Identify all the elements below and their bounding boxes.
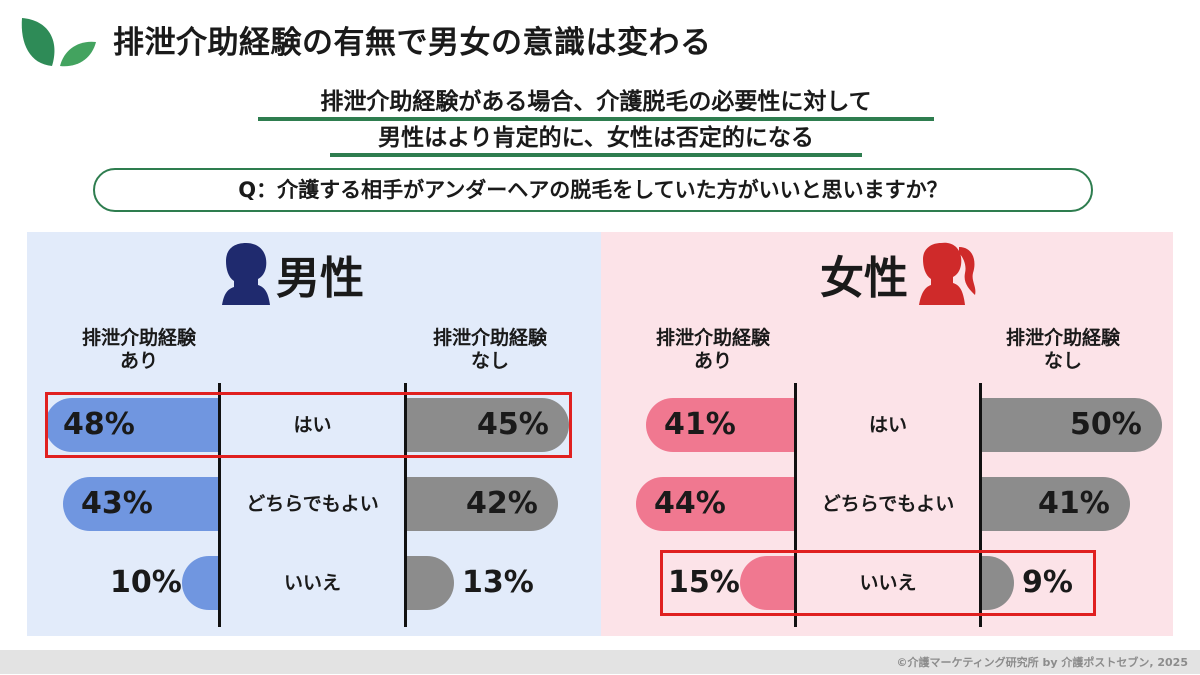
female-value-without-experience: 9% xyxy=(1022,565,1073,600)
male-bar-with-experience xyxy=(63,477,218,531)
footer-bar xyxy=(0,650,1200,674)
male-bar-without-experience xyxy=(407,398,569,452)
male-value-with-experience: 48% xyxy=(63,407,135,442)
female-header-with-experience: 排泄介助経験 あり xyxy=(655,327,770,372)
male-silhouette-icon xyxy=(222,243,270,305)
male-value-with-experience: 10% xyxy=(110,565,182,600)
male-category-label: どちらでもよい xyxy=(246,493,379,515)
female-divider-right xyxy=(979,383,982,627)
male-group-title: 男性 xyxy=(276,253,364,304)
female-category-label: はい xyxy=(868,414,907,436)
question-box: Q：介護する相手がアンダーヘアの脱毛をしていた方がいいと思いますか？ xyxy=(93,168,1093,212)
subtitle-line-1: 排泄介助経験がある場合、介護脱毛の必要性に対して xyxy=(258,82,934,121)
female-silhouette-icon xyxy=(919,242,976,305)
female-category-label: どちらでもよい xyxy=(821,493,955,515)
male-value-without-experience: 42% xyxy=(466,486,538,521)
male-bar-without-experience xyxy=(407,556,454,610)
female-value-with-experience: 44% xyxy=(654,486,726,521)
female-category-label: いいえ xyxy=(859,572,917,594)
subtitle-line-2: 男性はより肯定的に、女性は否定的になる xyxy=(330,118,862,157)
male-divider-right xyxy=(404,383,407,627)
female-bar-without-experience xyxy=(982,398,1162,452)
male-header-with-experience: 排泄介助経験 あり xyxy=(81,327,196,372)
female-bar-with-experience xyxy=(740,556,794,610)
male-value-without-experience: 45% xyxy=(477,407,549,442)
male-header-without-experience: 排泄介助経験 なし xyxy=(432,327,547,372)
female-value-with-experience: 15% xyxy=(668,565,740,600)
female-value-with-experience: 41% xyxy=(664,407,736,442)
leaf-icon xyxy=(21,18,96,67)
female-header-without-experience: 排泄介助経験 なし xyxy=(1005,327,1120,372)
female-group-title: 女性 xyxy=(820,253,908,304)
page-title: 排泄介助経験の有無で男女の意識は変わる xyxy=(113,25,712,61)
female-value-without-experience: 50% xyxy=(1070,407,1142,442)
male-bar-with-experience xyxy=(45,398,218,452)
female-bar-without-experience xyxy=(982,477,1130,531)
male-value-without-experience: 13% xyxy=(462,565,534,600)
male-highlight-frame xyxy=(45,392,572,458)
male-bar-without-experience xyxy=(407,477,558,531)
female-highlight-frame xyxy=(660,550,1096,616)
female-bar-with-experience xyxy=(636,477,794,531)
male-category-label: いいえ xyxy=(283,572,341,594)
male-divider-left xyxy=(218,383,221,627)
male-category-label: はい xyxy=(293,414,332,436)
female-bar-with-experience xyxy=(646,398,794,452)
female-value-without-experience: 41% xyxy=(1038,486,1110,521)
female-divider-left xyxy=(794,383,797,627)
male-value-with-experience: 43% xyxy=(81,486,153,521)
male-bar-with-experience xyxy=(182,556,218,610)
copyright-credit: ©介護マーケティング研究所 by 介護ポストセブン, 2025 xyxy=(896,656,1188,669)
